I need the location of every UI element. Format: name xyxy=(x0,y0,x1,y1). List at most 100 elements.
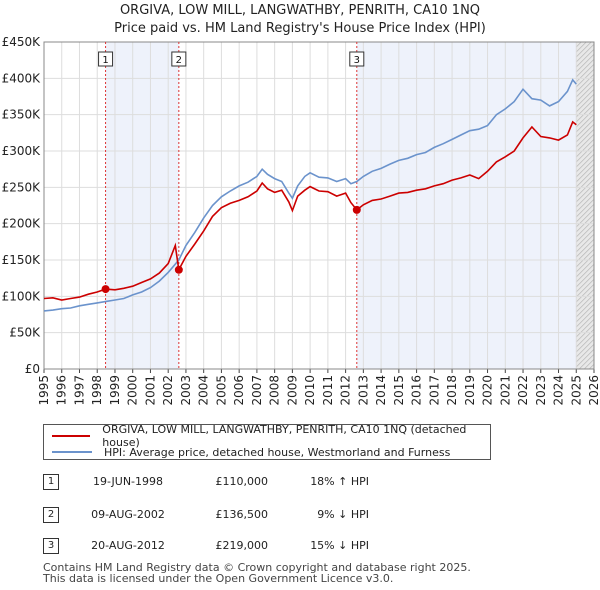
forecast-hatch-line xyxy=(575,83,595,103)
forecast-hatch-line xyxy=(575,133,595,153)
x-tick-label: 2018 xyxy=(445,375,459,406)
forecast-hatch-line xyxy=(575,108,595,128)
forecast-hatch-line xyxy=(575,78,595,98)
x-tick-label: 2013 xyxy=(356,375,370,406)
shaded-period xyxy=(356,42,577,369)
forecast-hatch-line xyxy=(575,283,595,303)
sale-row: 2 09-AUG-2002 £136,500 9% ↓ HPI xyxy=(43,505,563,525)
forecast-hatch-line xyxy=(575,308,595,328)
sale-row: 1 19-JUN-1998 £110,000 18% ↑ HPI xyxy=(43,472,563,492)
forecast-hatch-line xyxy=(575,243,595,263)
x-tick-label: 2000 xyxy=(126,375,140,406)
forecast-hatch-line xyxy=(588,363,595,370)
series-line xyxy=(43,120,577,301)
x-tick-label: 2009 xyxy=(285,375,299,406)
forecast-hatch-line xyxy=(575,138,595,158)
sale-point xyxy=(174,265,183,274)
x-tick-label: 2019 xyxy=(463,375,477,406)
forecast-hatch-line xyxy=(575,113,595,133)
series-line xyxy=(43,78,577,312)
x-tick-label: 2020 xyxy=(481,375,495,406)
x-tick-label: 2002 xyxy=(161,375,175,406)
forecast-hatch-line xyxy=(575,178,595,198)
forecast-hatch-line xyxy=(575,278,595,298)
forecast-hatch-line xyxy=(575,238,595,258)
attribution-line-1: Contains HM Land Registry data © Crown c… xyxy=(43,561,471,574)
sale-hpi-diff: 18% ↑ HPI xyxy=(310,475,369,488)
forecast-hatch-line xyxy=(575,73,595,93)
x-tick-label: 1997 xyxy=(72,375,86,406)
forecast-hatch-line xyxy=(575,198,595,218)
forecast-hatch-line xyxy=(575,218,595,238)
sale-marker-box xyxy=(171,51,187,67)
sale-row: 3 20-AUG-2012 £219,000 15% ↓ HPI xyxy=(43,536,563,556)
forecast-hatch-line xyxy=(575,41,587,53)
x-tick-label: 2024 xyxy=(552,375,566,406)
forecast-hatch-line xyxy=(575,293,595,313)
x-tick-label: 2004 xyxy=(197,375,211,406)
forecast-hatch-line xyxy=(578,353,595,370)
sale-hpi-diff: 9% ↓ HPI xyxy=(317,508,369,521)
y-tick-label: £150K xyxy=(2,253,42,267)
sale-marker-label: 1 xyxy=(102,55,108,66)
forecast-hatch-line xyxy=(575,118,595,138)
x-tick-label: 2007 xyxy=(250,375,264,406)
y-tick-label: £50K xyxy=(9,326,41,340)
forecast-hatch-line xyxy=(575,263,595,283)
sale-marker-label: 3 xyxy=(354,55,360,66)
forecast-hatch-line xyxy=(575,98,595,118)
x-tick-label: 2010 xyxy=(303,375,317,406)
forecast-hatch-line xyxy=(575,128,595,148)
price-chart: £0 £50K £100K £150K £200K £250K £300K £350K £400… xyxy=(2,35,600,406)
forecast-hatch-line xyxy=(575,203,595,223)
forecast-hatch-line xyxy=(575,318,595,338)
x-tick-label: 2003 xyxy=(179,375,193,406)
forecast-hatch-line xyxy=(583,358,595,370)
shaded-period xyxy=(105,42,179,369)
forecast-hatch-line xyxy=(575,348,595,368)
chart-title: ORGIVA, LOW MILL, LANGWATHBY, PENRITH, C… xyxy=(119,3,481,18)
y-tick-label: £200K xyxy=(2,217,42,231)
forecast-hatch-line xyxy=(575,188,595,208)
forecast-hatch-line xyxy=(575,303,595,323)
sale-number-badge: 3 xyxy=(43,538,59,554)
attribution-line-2: This data is licensed under the Open Gov… xyxy=(43,572,394,585)
forecast-hatch-line xyxy=(575,143,595,163)
forecast-hatch-line xyxy=(575,343,595,363)
forecast-hatch-line xyxy=(575,48,595,68)
forecast-hatch-line xyxy=(575,123,595,143)
sale-number-badge: 1 xyxy=(43,474,59,490)
forecast-hatch-line xyxy=(575,43,595,63)
x-tick-label: 2015 xyxy=(392,375,406,406)
x-tick-label: 1998 xyxy=(90,375,104,406)
sale-date: 19-JUN-1998 xyxy=(92,475,164,488)
forecast-hatch-line xyxy=(575,63,595,83)
forecast-region xyxy=(576,42,594,369)
forecast-hatch-line xyxy=(575,228,595,248)
forecast-hatch-line xyxy=(575,258,595,278)
sale-number-badge: 2 xyxy=(43,507,59,523)
forecast-hatch-line xyxy=(575,53,595,73)
chart-subtitle: Price paid vs. HM Land Registry's House … xyxy=(114,21,486,36)
x-tick-label: 2008 xyxy=(268,375,282,406)
legend-swatch-hpi xyxy=(52,451,92,453)
x-tick-label: 2026 xyxy=(587,375,600,406)
x-tick-label: 2021 xyxy=(498,375,512,406)
forecast-hatch-line xyxy=(575,288,595,308)
forecast-hatch-line xyxy=(575,223,595,243)
x-tick-label: 2006 xyxy=(232,375,246,406)
y-tick-label: £450K xyxy=(2,35,42,49)
x-tick-label: 2011 xyxy=(321,375,335,406)
sale-marker-box xyxy=(98,51,114,67)
x-tick-label: 2001 xyxy=(143,375,157,406)
forecast-hatch-line xyxy=(575,168,595,188)
x-tick-label: 2014 xyxy=(374,375,388,406)
sale-price: £110,000 xyxy=(215,475,269,488)
forecast-hatch-line xyxy=(575,268,595,288)
sale-price: £136,500 xyxy=(215,508,269,521)
y-tick-label: £300K xyxy=(2,144,42,158)
forecast-hatch-line xyxy=(575,58,595,78)
forecast-hatch-line xyxy=(575,298,595,318)
forecast-hatch-line xyxy=(575,213,595,233)
forecast-hatch-line xyxy=(575,273,595,293)
